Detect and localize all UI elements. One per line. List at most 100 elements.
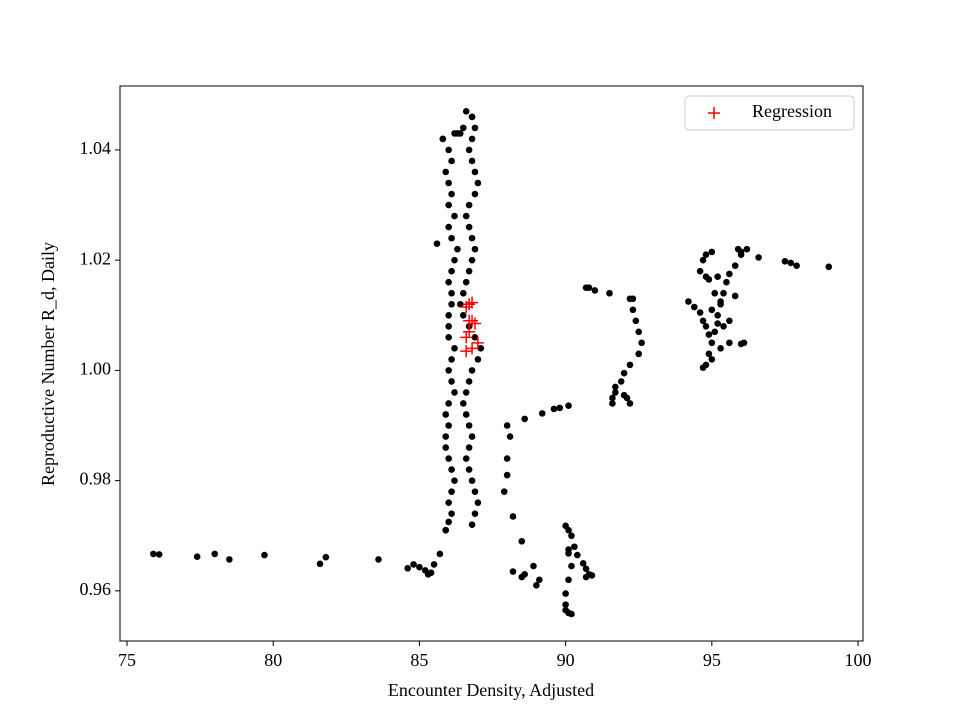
point bbox=[530, 562, 537, 570]
point bbox=[459, 289, 467, 297]
point bbox=[468, 234, 476, 242]
point bbox=[711, 289, 719, 297]
point bbox=[465, 378, 473, 385]
point bbox=[465, 146, 473, 154]
point bbox=[696, 309, 704, 316]
point bbox=[699, 364, 707, 371]
point bbox=[448, 378, 455, 385]
point bbox=[726, 270, 733, 278]
point bbox=[708, 339, 716, 347]
point bbox=[565, 402, 572, 409]
point bbox=[459, 124, 467, 132]
point bbox=[568, 562, 575, 570]
point bbox=[617, 378, 625, 385]
point bbox=[474, 356, 482, 363]
point bbox=[533, 582, 540, 589]
point bbox=[462, 455, 470, 462]
point bbox=[465, 466, 473, 473]
point bbox=[717, 298, 724, 305]
point bbox=[720, 322, 727, 330]
point bbox=[714, 320, 721, 327]
point bbox=[708, 356, 716, 363]
point bbox=[448, 289, 455, 297]
point bbox=[731, 262, 739, 269]
point bbox=[150, 550, 157, 558]
point bbox=[726, 339, 733, 347]
x-tick-label: 100 bbox=[845, 650, 872, 670]
point bbox=[448, 157, 455, 165]
point bbox=[568, 532, 575, 540]
legend-label: Regression bbox=[752, 101, 832, 121]
point bbox=[536, 576, 543, 584]
point bbox=[720, 289, 727, 297]
point bbox=[445, 223, 452, 231]
x-tick-label: 85 bbox=[410, 650, 428, 670]
point bbox=[471, 168, 479, 176]
point bbox=[155, 551, 163, 558]
point bbox=[462, 411, 470, 418]
point bbox=[454, 245, 461, 253]
point bbox=[708, 306, 716, 314]
point bbox=[462, 389, 470, 396]
point bbox=[193, 553, 201, 560]
y-tick-label: 1.04 bbox=[80, 138, 112, 158]
point bbox=[571, 543, 578, 551]
point bbox=[723, 278, 730, 286]
point bbox=[755, 254, 762, 261]
point bbox=[582, 573, 590, 581]
plus-marker bbox=[460, 345, 473, 358]
legend-box bbox=[684, 95, 855, 131]
point bbox=[477, 345, 485, 352]
point bbox=[518, 573, 526, 581]
plus-marker bbox=[468, 317, 481, 330]
point bbox=[465, 223, 473, 231]
point bbox=[410, 561, 417, 568]
point bbox=[565, 526, 572, 534]
point bbox=[445, 278, 452, 286]
point bbox=[448, 466, 455, 473]
point bbox=[462, 108, 470, 115]
point bbox=[468, 367, 476, 374]
point bbox=[442, 411, 450, 418]
point bbox=[465, 444, 473, 451]
point bbox=[445, 455, 452, 462]
point bbox=[620, 369, 628, 377]
point bbox=[585, 284, 593, 292]
point bbox=[451, 477, 458, 484]
point bbox=[714, 273, 721, 280]
point bbox=[705, 350, 713, 358]
point bbox=[565, 576, 572, 584]
point bbox=[521, 415, 528, 423]
point bbox=[471, 245, 479, 253]
point bbox=[316, 560, 324, 568]
point bbox=[439, 135, 447, 143]
point bbox=[702, 251, 710, 258]
point bbox=[629, 295, 637, 303]
point bbox=[506, 433, 514, 440]
point bbox=[211, 550, 219, 558]
point bbox=[471, 510, 479, 517]
point bbox=[825, 263, 833, 271]
point bbox=[500, 488, 508, 495]
y-tick-label: 1.00 bbox=[80, 359, 112, 379]
point bbox=[538, 410, 546, 417]
point bbox=[448, 488, 455, 495]
y-tick-label: 1.02 bbox=[80, 248, 112, 268]
point bbox=[471, 124, 479, 132]
point bbox=[705, 276, 713, 283]
point bbox=[609, 394, 616, 402]
point bbox=[445, 518, 452, 526]
point bbox=[404, 564, 412, 572]
point bbox=[442, 168, 450, 176]
y-tick-label: 0.96 bbox=[80, 579, 112, 599]
point bbox=[375, 556, 382, 563]
plus-marker bbox=[466, 296, 479, 309]
point bbox=[445, 311, 452, 319]
point bbox=[468, 135, 476, 143]
x-tick-label: 95 bbox=[703, 650, 721, 670]
point bbox=[468, 113, 476, 121]
point bbox=[635, 350, 643, 358]
point bbox=[518, 537, 526, 545]
point bbox=[445, 422, 452, 429]
